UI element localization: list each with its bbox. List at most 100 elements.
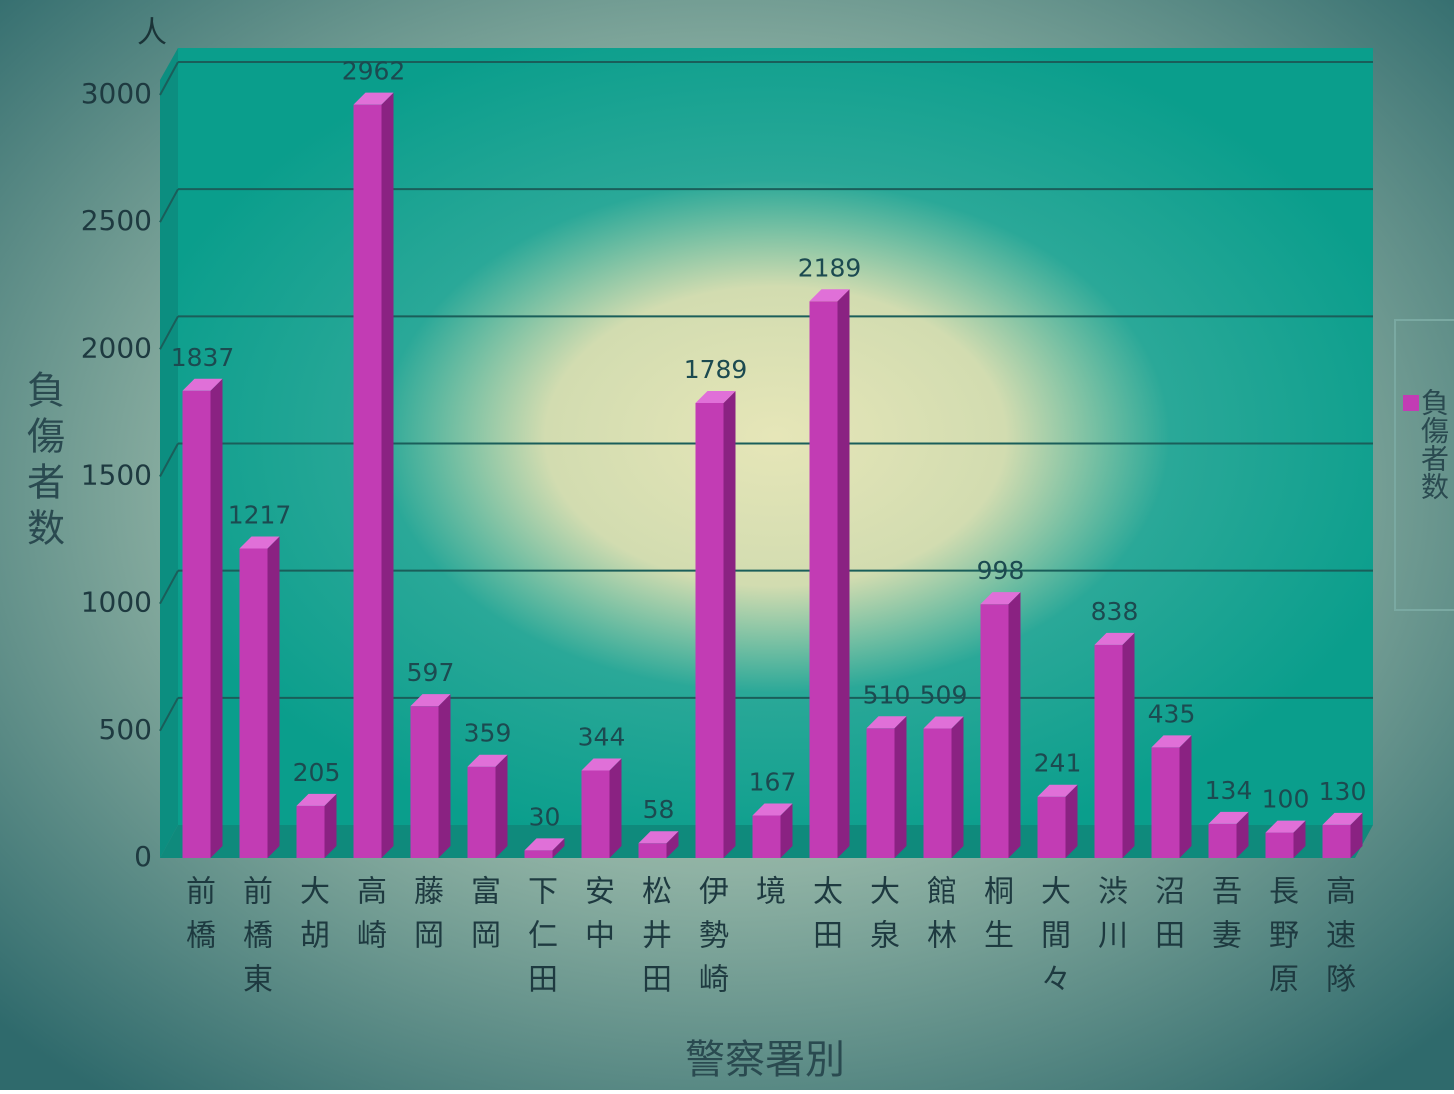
- bar-front: [182, 390, 211, 858]
- x-tick-label: 渋川: [1092, 875, 1128, 963]
- bar-top: [1037, 784, 1078, 797]
- bar-top: [752, 803, 793, 816]
- x-tick-label: 大泉: [864, 875, 899, 963]
- value-label: 1217: [228, 500, 292, 529]
- value-label: 509: [920, 681, 968, 710]
- x-tick-label: 前橋東: [237, 875, 273, 1007]
- bar: [1208, 811, 1249, 858]
- value-label: 1837: [171, 343, 235, 372]
- bar-top: [980, 592, 1021, 605]
- grid-line-side: [159, 61, 179, 96]
- y-tick-label: 2000: [81, 331, 152, 364]
- bar-side: [1293, 820, 1306, 858]
- x-tick-label: 安中: [579, 875, 614, 963]
- grid-line-side: [159, 443, 179, 477]
- value-label: 205: [293, 758, 341, 787]
- grid-line-side: [159, 570, 179, 605]
- bar-side: [1122, 632, 1135, 858]
- x-tick-label: 太田: [807, 875, 842, 963]
- bar: [1265, 820, 1306, 858]
- bar-side: [1236, 811, 1249, 858]
- bar: [524, 838, 565, 858]
- bar: [296, 793, 337, 858]
- bar-top: [182, 378, 223, 391]
- value-label: 2189: [798, 253, 862, 282]
- bar-front: [467, 766, 496, 858]
- value-label: 2962: [342, 57, 406, 86]
- bar-front: [1094, 644, 1123, 858]
- bar-front: [923, 728, 952, 858]
- bar-top: [1322, 812, 1363, 825]
- bar: [410, 694, 451, 858]
- bar-top: [581, 758, 622, 771]
- bar-top: [1265, 820, 1306, 833]
- value-label: 134: [1205, 776, 1253, 805]
- bar-front: [581, 770, 610, 858]
- bar-top: [353, 92, 394, 105]
- x-tick-label: 伊勢崎: [693, 875, 729, 1007]
- side-wall: [160, 48, 178, 858]
- bar-front: [296, 805, 325, 858]
- grid-line-side: [159, 315, 179, 350]
- bar-side: [609, 758, 622, 858]
- y-axis-label: 負傷者数: [21, 370, 65, 554]
- bar-front: [638, 843, 667, 858]
- value-label: 100: [1262, 785, 1310, 814]
- bar-side: [495, 754, 508, 858]
- x-tick-label: 大胡: [294, 875, 329, 963]
- bar-side: [381, 92, 394, 858]
- legend-label: 負傷者数: [1417, 388, 1450, 500]
- x-tick-label: 藤岡: [408, 875, 443, 963]
- bar-top: [1094, 632, 1135, 645]
- value-label: 1789: [684, 355, 748, 384]
- bar: [239, 536, 280, 858]
- value-label: 344: [578, 723, 626, 752]
- bar-top: [1208, 811, 1249, 824]
- x-tick-label: 富岡: [465, 875, 500, 963]
- bar-top: [695, 390, 736, 403]
- x-tick-label: 吾妻: [1206, 875, 1241, 963]
- bar-front: [1037, 796, 1066, 858]
- bar-front: [410, 706, 439, 858]
- value-label: 998: [977, 556, 1025, 585]
- bar-side: [267, 536, 280, 858]
- bar-front: [239, 548, 268, 858]
- bar-side: [1065, 784, 1078, 858]
- bar-top: [524, 838, 565, 851]
- bar-side: [723, 390, 736, 858]
- x-tick-label: 高崎: [351, 875, 386, 963]
- bar-top: [467, 754, 508, 767]
- bar: [866, 716, 907, 858]
- grid-line-side: [159, 697, 179, 732]
- bar-side: [1008, 592, 1021, 858]
- x-tick-label: 長野原: [1263, 875, 1298, 1007]
- bar-top: [410, 694, 451, 707]
- bar: [809, 289, 850, 858]
- value-label: 838: [1091, 597, 1139, 626]
- bar-front: [1322, 824, 1351, 858]
- bar-side: [324, 793, 337, 858]
- bar: [695, 390, 736, 858]
- bar-front: [524, 850, 553, 858]
- legend-swatch: [1403, 395, 1419, 411]
- y-tick-label: 500: [99, 713, 152, 746]
- bar-side: [210, 378, 223, 858]
- bar: [353, 92, 394, 858]
- x-tick-label: 桐生: [978, 875, 1014, 963]
- bar-side: [894, 716, 907, 858]
- x-tick-label: 下仁田: [522, 875, 557, 1007]
- bar-side: [1350, 812, 1363, 858]
- value-label: 359: [464, 719, 512, 748]
- value-label: 167: [749, 768, 797, 797]
- y-unit: 人: [137, 16, 167, 51]
- bar: [752, 803, 793, 858]
- bar-top: [1151, 735, 1192, 748]
- bar-front: [809, 301, 838, 858]
- bar-side: [1179, 735, 1192, 858]
- x-tick-label: 館林: [921, 875, 957, 963]
- value-label: 510: [863, 680, 911, 709]
- bar-front: [1208, 823, 1237, 858]
- legend-box: [1394, 319, 1454, 611]
- x-tick-label: 前橋: [180, 875, 216, 963]
